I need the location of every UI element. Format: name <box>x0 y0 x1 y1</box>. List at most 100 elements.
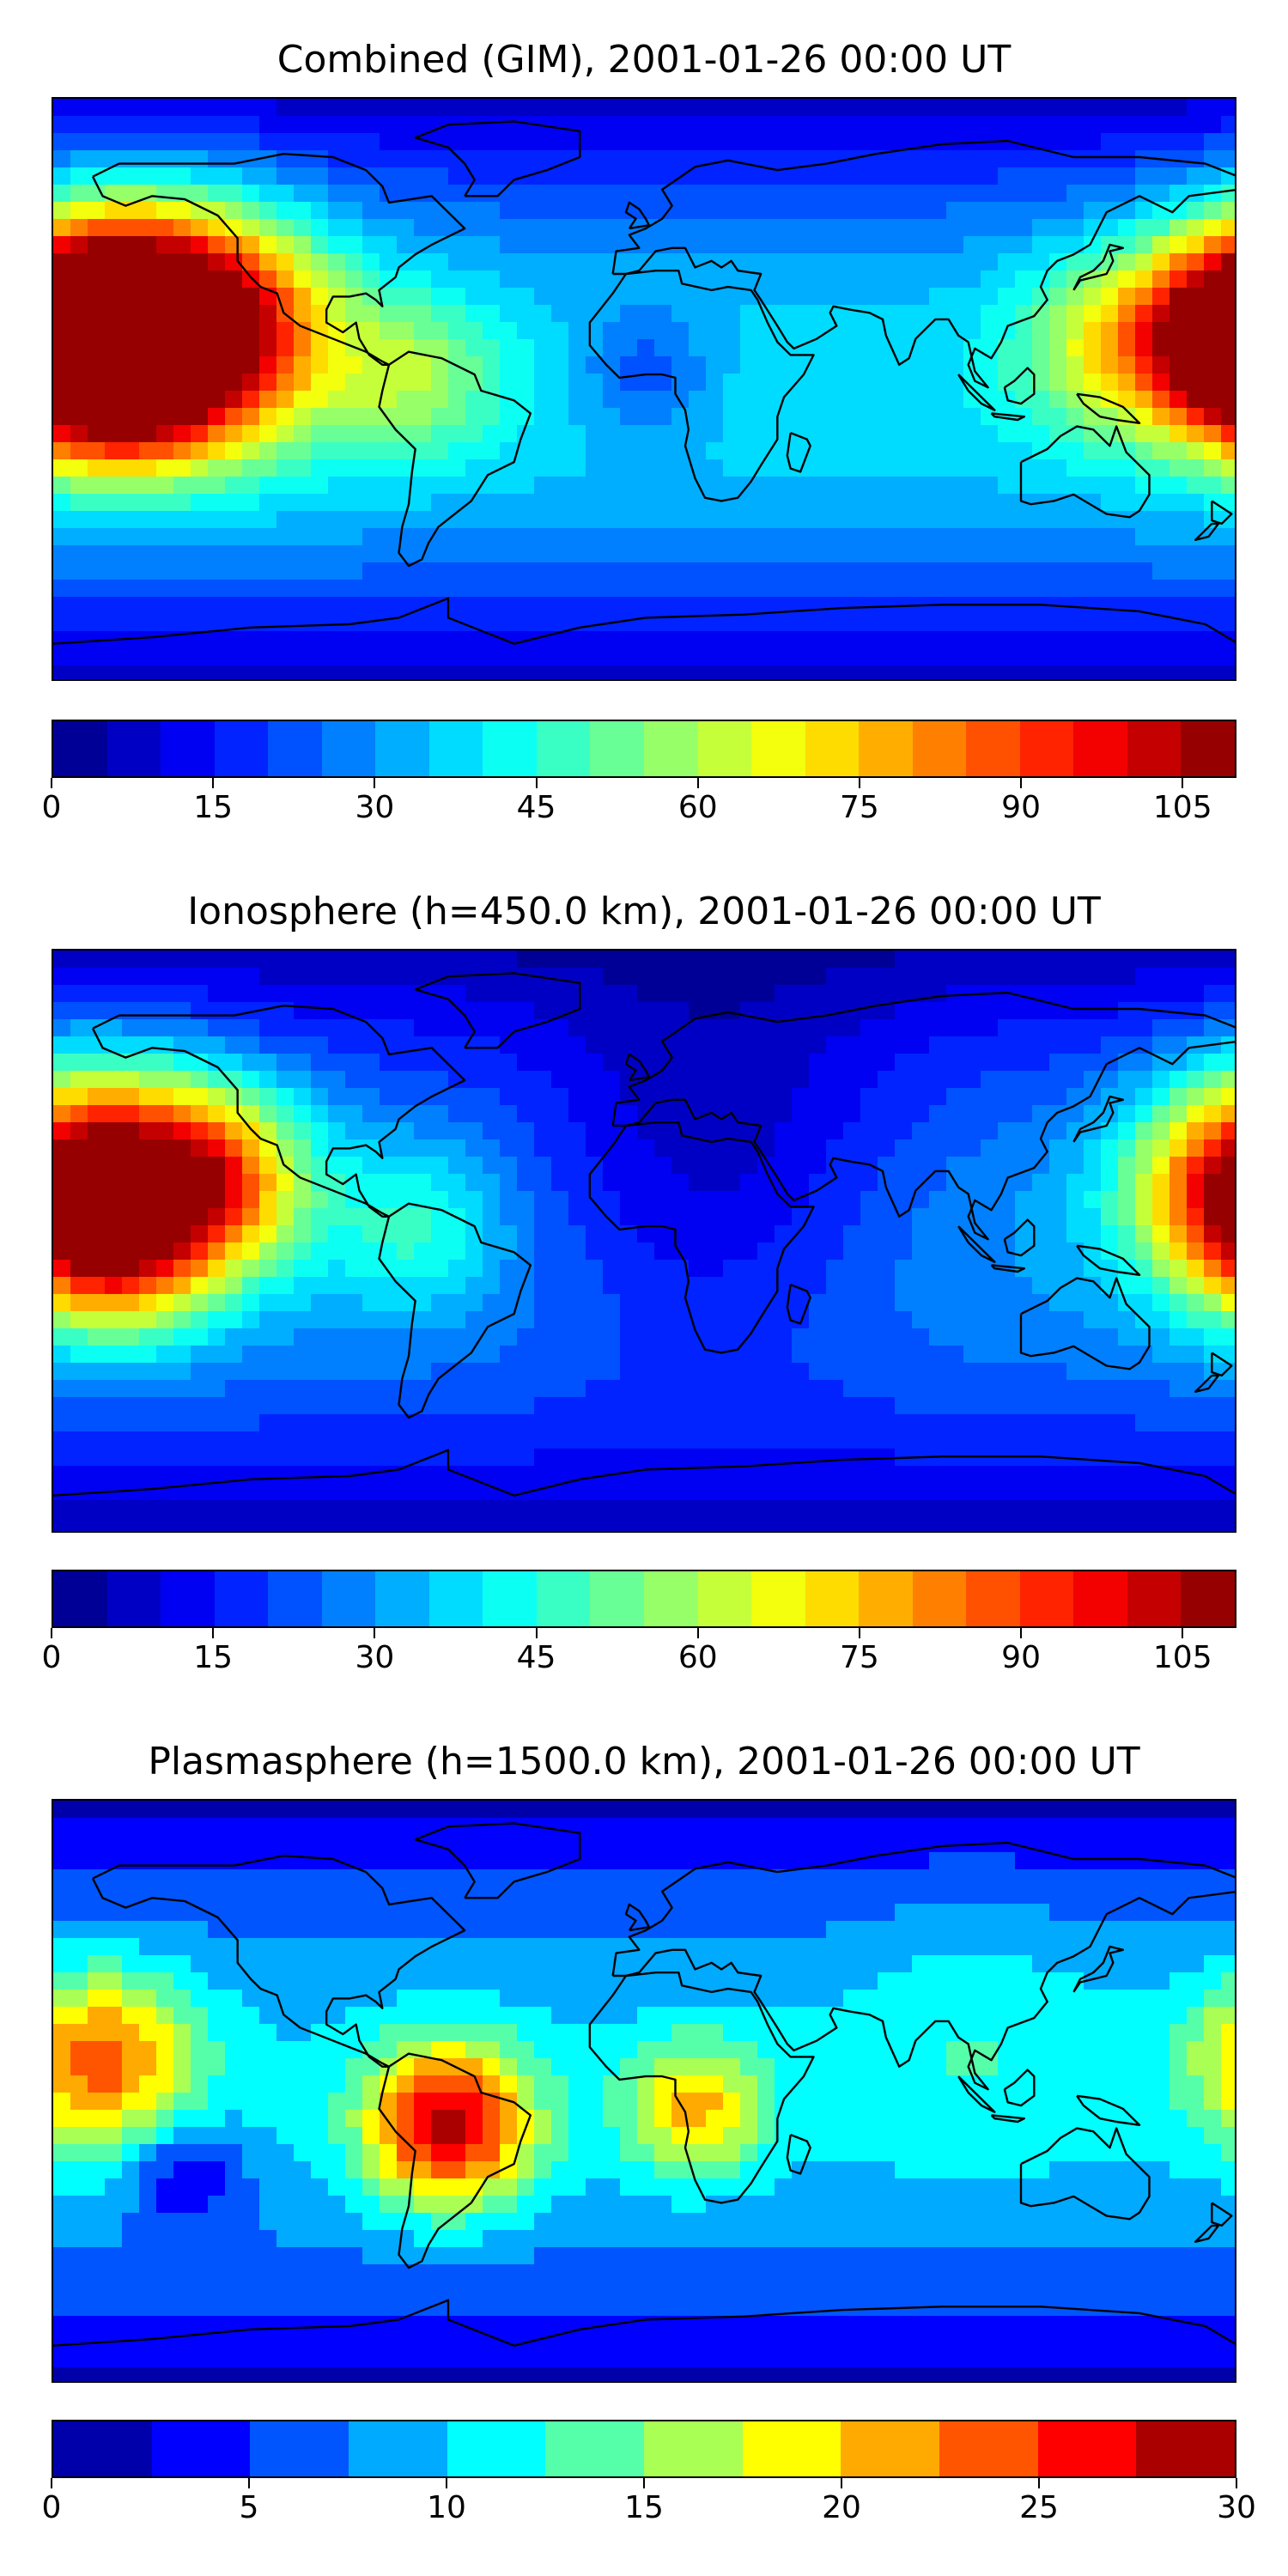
field-cell <box>1015 339 1033 357</box>
field-cell <box>998 631 1016 649</box>
field-cell <box>191 545 209 563</box>
field-cell <box>311 408 329 426</box>
field-cell <box>912 1414 930 1432</box>
field-cell <box>809 1122 827 1140</box>
field-cell <box>242 339 260 357</box>
field-cell <box>981 1036 999 1054</box>
field-cell <box>586 968 604 986</box>
field-cell <box>53 1328 71 1346</box>
field-cell <box>431 1054 449 1072</box>
field-cell <box>70 545 88 563</box>
field-cell <box>1118 985 1136 1003</box>
field-cell <box>483 1835 501 1853</box>
field-cell <box>431 1122 449 1140</box>
colorbar-swatch <box>536 1571 591 1626</box>
field-cell <box>465 185 483 203</box>
field-cell <box>1049 391 1067 409</box>
field-cell <box>225 1380 243 1398</box>
field-cell <box>276 1311 295 1329</box>
field-cell <box>586 1449 604 1467</box>
colorbar-tick-label: 75 <box>840 1640 879 1675</box>
field-cell <box>637 665 655 679</box>
field-cell <box>70 1208 88 1226</box>
field-cell <box>465 494 483 512</box>
field-cell <box>448 1500 466 1518</box>
field-cell <box>345 951 363 969</box>
field-cell <box>465 1088 483 1106</box>
field-cell <box>122 1449 140 1467</box>
field-cell <box>311 1122 329 1140</box>
field-cell <box>88 270 106 289</box>
field-cell <box>500 1500 518 1518</box>
field-cell <box>483 1122 501 1140</box>
field-cell <box>173 1225 191 1243</box>
field-cell <box>671 545 690 563</box>
coastline <box>1072 1095 1125 1143</box>
field-cell <box>294 1139 312 1157</box>
field-cell <box>1049 1431 1067 1449</box>
field-cell <box>1221 1036 1235 1054</box>
field-cell <box>1118 1191 1136 1209</box>
field-cell <box>620 1397 638 1415</box>
field-cell <box>156 1191 174 1209</box>
field-cell <box>843 631 861 649</box>
field-cell <box>654 133 672 151</box>
field-cell <box>465 1105 483 1123</box>
field-cell <box>1118 1174 1136 1192</box>
field-cell <box>1170 528 1188 546</box>
field-cell <box>328 597 346 615</box>
field-cell <box>568 1122 586 1140</box>
field-cell <box>1187 99 1205 117</box>
field-cell <box>757 1105 775 1123</box>
field-cell <box>259 1191 277 1209</box>
field-cell <box>998 1414 1016 1432</box>
field-cell <box>878 1225 896 1243</box>
field-cell <box>105 391 123 409</box>
field-cell <box>860 374 878 392</box>
field-cell <box>1135 528 1153 546</box>
field-cell <box>1049 219 1067 237</box>
field-cell <box>792 236 810 254</box>
field-cell <box>70 133 88 151</box>
field-cell <box>775 1139 793 1157</box>
field-cell <box>689 1380 707 1398</box>
field-cell <box>139 1380 157 1398</box>
field-cell <box>895 133 913 151</box>
field-cell <box>294 580 312 598</box>
field-cell <box>242 288 260 306</box>
field-cell <box>963 270 981 289</box>
colorbar-tick <box>858 1628 860 1638</box>
field-cell <box>500 1105 518 1123</box>
field-cell <box>534 545 552 563</box>
field-cell <box>1049 236 1067 254</box>
field-cell <box>654 408 672 426</box>
field-cell <box>1152 511 1170 529</box>
field-cell <box>311 270 329 289</box>
field-cell <box>534 1328 552 1346</box>
field-cell <box>225 597 243 615</box>
field-cell <box>998 288 1016 306</box>
field-cell <box>1170 1500 1188 1518</box>
field-cell <box>276 968 295 986</box>
field-cell <box>637 116 655 134</box>
field-cell <box>671 236 690 254</box>
field-cell <box>1118 167 1136 185</box>
field-cell <box>448 133 466 151</box>
field-cell <box>603 1328 621 1346</box>
field-cell <box>517 442 535 460</box>
field-cell <box>414 1036 432 1054</box>
field-cell <box>380 1054 398 1072</box>
field-cell <box>345 408 363 426</box>
field-cell <box>981 442 999 460</box>
field-cell <box>878 1139 896 1157</box>
field-cell <box>1152 356 1170 374</box>
field-cell <box>551 614 569 632</box>
field-cell <box>689 985 707 1003</box>
field-cell <box>1101 1019 1119 1037</box>
field-cell <box>620 1380 638 1398</box>
field-cell <box>53 631 71 649</box>
field-cell <box>706 1260 724 1278</box>
field-cell <box>328 1414 346 1432</box>
field-cell <box>1118 305 1136 323</box>
field-cell <box>689 322 707 340</box>
